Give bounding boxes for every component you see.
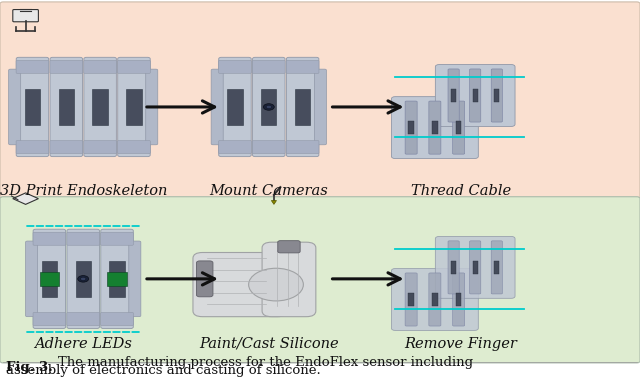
Bar [451,261,456,274]
Text: Remove Finger: Remove Finger [404,337,517,351]
FancyBboxPatch shape [492,69,502,122]
FancyBboxPatch shape [429,273,441,326]
Bar [109,261,125,297]
Circle shape [266,105,271,108]
FancyBboxPatch shape [492,241,502,294]
FancyBboxPatch shape [219,57,252,157]
FancyBboxPatch shape [470,69,481,122]
FancyBboxPatch shape [67,232,100,245]
Bar [59,89,74,125]
FancyBboxPatch shape [67,229,99,329]
Circle shape [81,277,86,280]
FancyBboxPatch shape [392,97,478,159]
FancyBboxPatch shape [16,141,49,154]
Bar [42,261,57,297]
FancyBboxPatch shape [286,60,319,73]
FancyBboxPatch shape [33,312,66,325]
FancyBboxPatch shape [33,229,66,329]
Bar [126,89,141,125]
FancyBboxPatch shape [50,57,83,157]
FancyBboxPatch shape [435,65,515,126]
Text: Mount Cameras: Mount Cameras [209,184,328,198]
FancyBboxPatch shape [146,69,158,145]
Bar [92,89,108,125]
Circle shape [263,104,275,110]
Text: assembly of electronics and casting of silicone.: assembly of electronics and casting of s… [6,364,321,377]
FancyBboxPatch shape [262,242,316,317]
FancyBboxPatch shape [100,312,133,325]
FancyBboxPatch shape [452,273,465,326]
FancyBboxPatch shape [470,241,481,294]
FancyBboxPatch shape [219,60,252,73]
FancyBboxPatch shape [211,69,223,145]
Bar [261,89,276,125]
FancyBboxPatch shape [196,261,213,297]
Bar [432,121,438,134]
FancyBboxPatch shape [16,60,49,73]
FancyBboxPatch shape [16,57,49,157]
FancyBboxPatch shape [278,241,300,253]
FancyBboxPatch shape [67,312,100,325]
FancyBboxPatch shape [252,60,285,73]
FancyBboxPatch shape [26,241,38,317]
Polygon shape [13,193,38,204]
FancyBboxPatch shape [100,232,133,245]
FancyBboxPatch shape [314,69,326,145]
Bar [473,89,477,102]
Bar [108,272,127,286]
Circle shape [77,275,89,282]
Bar [227,89,243,125]
Text: Fig. 3.: Fig. 3. [6,361,53,374]
Bar [473,261,477,274]
FancyBboxPatch shape [84,60,116,73]
FancyBboxPatch shape [392,269,478,330]
Text: The manufacturing process for the EndoFlex sensor including: The manufacturing process for the EndoFl… [58,356,473,369]
FancyBboxPatch shape [448,241,459,294]
FancyBboxPatch shape [448,69,459,122]
FancyBboxPatch shape [452,101,465,154]
FancyBboxPatch shape [129,241,141,317]
Bar [494,261,499,274]
Polygon shape [271,201,276,204]
FancyBboxPatch shape [8,69,20,145]
Bar [408,121,414,134]
Bar [408,293,414,306]
Bar [295,89,310,125]
Text: Thread Cable: Thread Cable [411,184,511,198]
Bar [494,89,499,102]
Bar [432,293,438,306]
Bar [451,89,456,102]
Text: Adhere LEDs: Adhere LEDs [35,337,132,351]
Circle shape [248,268,303,301]
FancyBboxPatch shape [287,57,319,157]
FancyBboxPatch shape [0,197,640,363]
FancyBboxPatch shape [118,57,150,157]
FancyBboxPatch shape [50,141,83,154]
Text: 3D Print Endoskeleton: 3D Print Endoskeleton [0,184,167,198]
FancyBboxPatch shape [193,253,287,317]
FancyBboxPatch shape [252,141,285,154]
FancyBboxPatch shape [219,141,252,154]
FancyBboxPatch shape [84,141,116,154]
Bar [456,293,461,306]
FancyBboxPatch shape [50,60,83,73]
FancyBboxPatch shape [118,141,150,154]
FancyBboxPatch shape [101,229,133,329]
FancyBboxPatch shape [429,101,441,154]
FancyBboxPatch shape [405,273,417,326]
Bar [456,121,461,134]
FancyBboxPatch shape [435,236,515,298]
FancyBboxPatch shape [84,57,116,157]
FancyBboxPatch shape [118,60,150,73]
Bar [40,272,59,286]
FancyBboxPatch shape [253,57,285,157]
FancyBboxPatch shape [405,101,417,154]
Bar [25,89,40,125]
Bar [76,261,91,297]
FancyBboxPatch shape [286,141,319,154]
Text: Paint/Cast Silicone: Paint/Cast Silicone [199,337,339,351]
FancyBboxPatch shape [33,232,66,245]
FancyBboxPatch shape [0,2,640,199]
FancyBboxPatch shape [13,10,38,22]
